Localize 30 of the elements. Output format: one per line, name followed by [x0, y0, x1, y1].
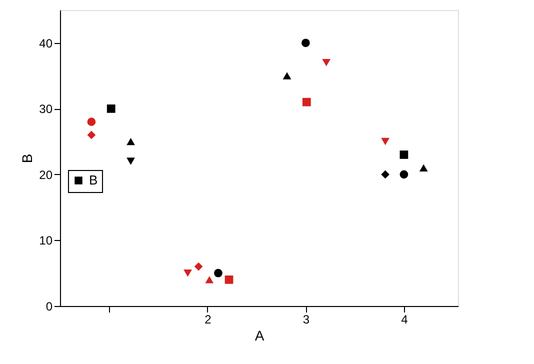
point	[381, 170, 390, 179]
point	[282, 72, 292, 80]
point	[126, 138, 135, 146]
point	[87, 130, 96, 140]
y-tick-label: 10	[39, 234, 53, 248]
point	[302, 98, 311, 106]
point	[381, 138, 390, 146]
y-tick-label: 0	[46, 300, 53, 314]
point	[400, 150, 408, 159]
point	[126, 158, 135, 165]
point	[214, 268, 222, 278]
x-tick-label: 4	[401, 312, 408, 326]
x-axis-title: A	[254, 328, 265, 344]
y-tick-label: 20	[39, 168, 53, 182]
point	[106, 104, 116, 113]
point	[322, 59, 330, 66]
point	[224, 276, 234, 284]
point	[184, 269, 192, 277]
x-tick-label: 2	[204, 312, 212, 326]
y-tick-label: 40	[39, 36, 53, 50]
y-axis-title: B	[19, 154, 36, 164]
x-tick-label: 3	[302, 312, 310, 326]
legend-label: B	[89, 172, 98, 188]
point	[419, 164, 428, 172]
point	[87, 118, 96, 126]
point	[194, 262, 203, 271]
point	[400, 170, 408, 179]
y-tick-label: 30	[39, 102, 53, 116]
point	[205, 276, 214, 284]
point	[301, 38, 310, 48]
